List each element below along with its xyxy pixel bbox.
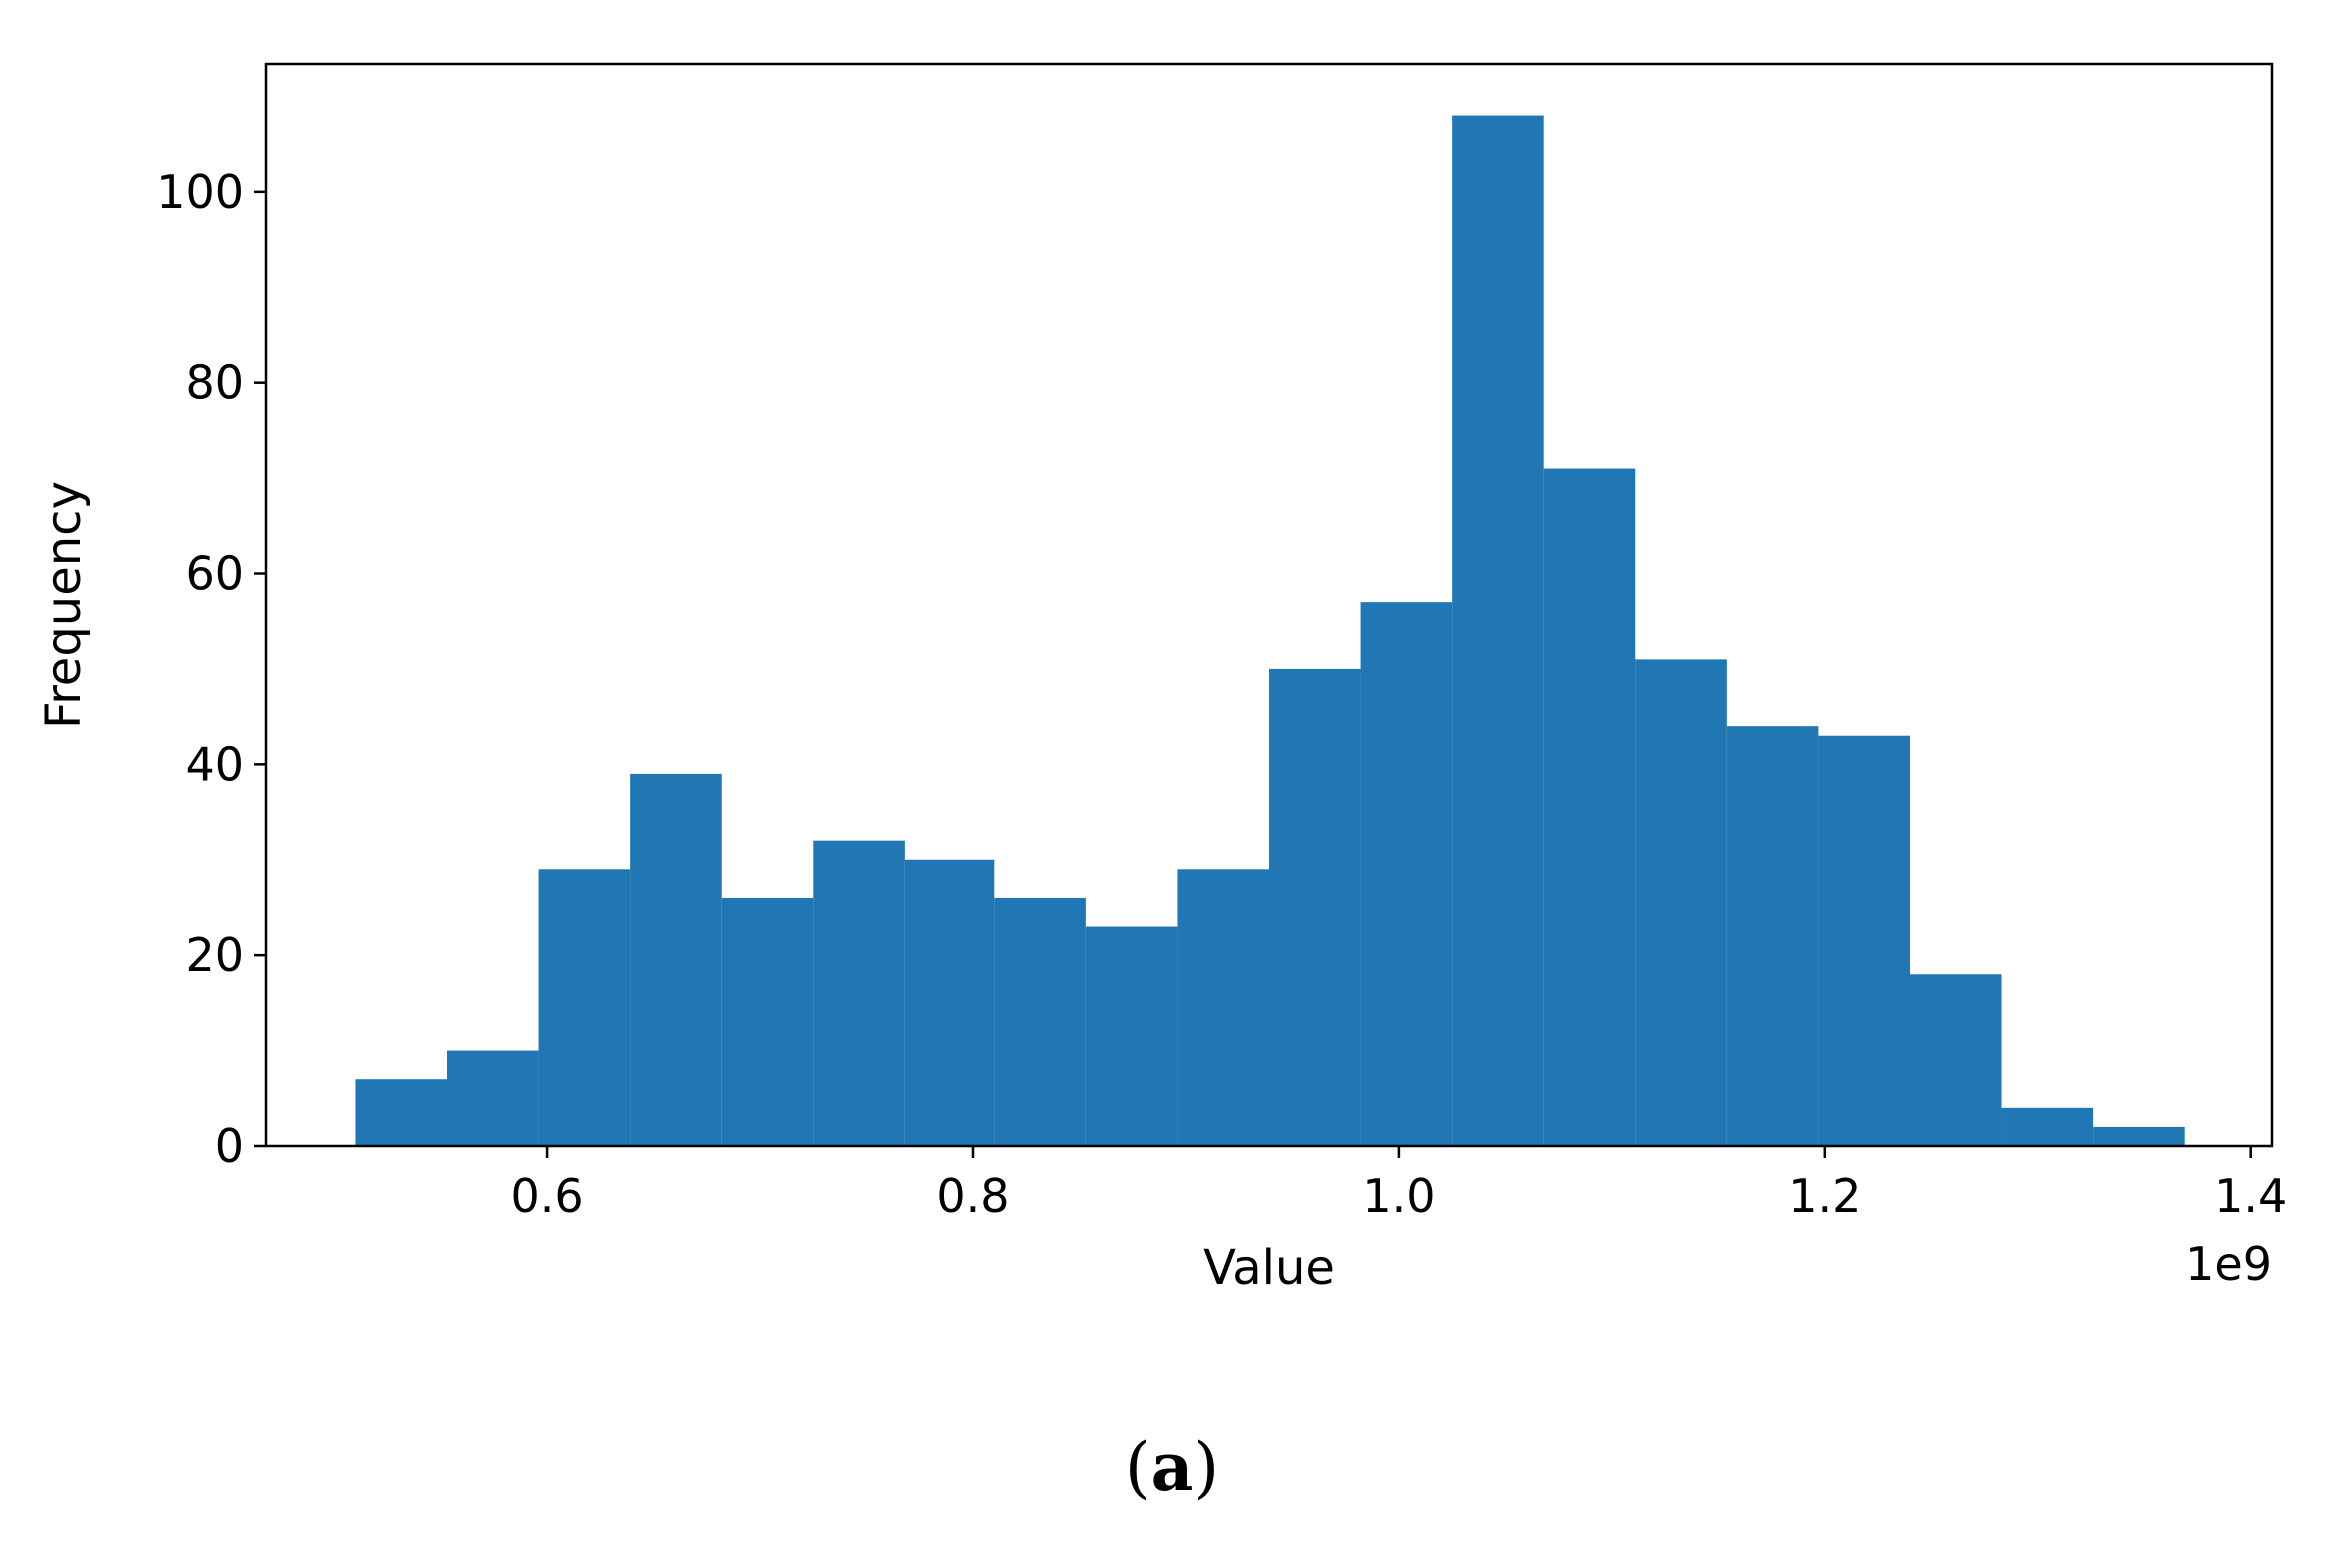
caption-close-paren: ) (1193, 1429, 1220, 1506)
x-axis-offset-label: 1e9 (2185, 1237, 2272, 1291)
histogram-bar (2001, 1107, 2094, 1146)
y-tick-label: 100 (156, 165, 244, 219)
histogram-bar (1269, 668, 1361, 1146)
y-tick-label: 80 (185, 356, 244, 410)
y-axis-label: Frequency (36, 481, 92, 729)
histogram-bar (813, 840, 905, 1146)
histogram-bar (2093, 1126, 2185, 1146)
histogram-bar (630, 773, 722, 1146)
x-tick-label: 1.4 (2214, 1169, 2287, 1223)
histogram-bar (1360, 602, 1453, 1146)
x-tick-label: 1.2 (1788, 1169, 1861, 1223)
caption-letter: a (1150, 1428, 1194, 1506)
x-axis-label: Value (1203, 1240, 1335, 1296)
histogram-bar (1635, 659, 1727, 1146)
histogram-bar (1543, 468, 1636, 1146)
histogram-chart: 0.6 0.8 1.0 1.2 1.4 0 20 40 60 80 100 Value Freque… (36, 62, 2287, 1296)
bars-layer (355, 115, 2185, 1147)
histogram-bar (1452, 115, 1544, 1147)
histogram-bar (538, 869, 631, 1146)
x-tick-label: 0.6 (511, 1169, 584, 1223)
histogram-bar (1726, 726, 1819, 1146)
plot-frame (264, 62, 2274, 1148)
figure-caption: (a) (0, 1428, 2344, 1506)
histogram-bar (1177, 869, 1269, 1146)
y-tick-label: 20 (185, 928, 244, 982)
y-tick-label: 0 (215, 1119, 244, 1173)
histogram-bar (1085, 926, 1178, 1146)
histogram-bar (447, 1050, 539, 1146)
histogram-bar (1909, 974, 2002, 1146)
histogram-bar (355, 1079, 448, 1146)
caption-open-paren: ( (1124, 1429, 1151, 1506)
histogram-bar (994, 897, 1086, 1146)
histogram-bar (904, 859, 995, 1146)
axes-layer (264, 62, 2274, 1148)
x-tick-label: 1.0 (1362, 1169, 1435, 1223)
y-tick-label: 60 (185, 547, 244, 601)
ticks-layer: 0.6 0.8 1.0 1.2 1.4 0 20 40 60 80 100 (156, 165, 2287, 1223)
histogram-bar (721, 897, 814, 1146)
histogram-bar (1818, 735, 1910, 1146)
x-tick-label: 0.8 (936, 1169, 1009, 1223)
y-tick-label: 40 (185, 737, 244, 791)
